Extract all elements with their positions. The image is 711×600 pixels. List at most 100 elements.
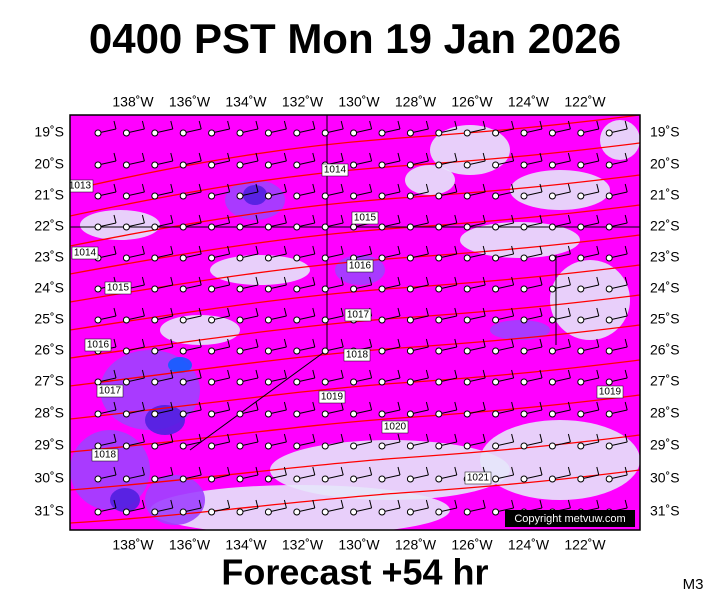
wind-barb bbox=[198, 499, 202, 509]
wind-barb bbox=[454, 369, 458, 379]
lon-label: 124˚W bbox=[508, 537, 550, 553]
station bbox=[321, 508, 329, 516]
wind-barb bbox=[596, 183, 600, 193]
wind-barb bbox=[227, 307, 231, 317]
station bbox=[520, 223, 528, 231]
station bbox=[378, 192, 386, 200]
station bbox=[264, 285, 272, 293]
wind-barb bbox=[482, 499, 486, 509]
station bbox=[463, 129, 471, 137]
wind-barb bbox=[539, 307, 543, 317]
lat-label: 20˚S bbox=[650, 156, 680, 172]
isobar-label: 1016 bbox=[87, 340, 110, 351]
wind-barb bbox=[397, 369, 401, 379]
wind-barb bbox=[170, 369, 174, 379]
lon-label: 128˚W bbox=[395, 94, 437, 110]
wind-barb bbox=[227, 183, 231, 193]
wind-barb bbox=[567, 338, 571, 348]
station bbox=[406, 285, 414, 293]
isobar-label-box bbox=[346, 259, 374, 273]
isobar bbox=[70, 294, 640, 359]
wind-barb bbox=[312, 433, 316, 443]
wind-barb bbox=[369, 433, 373, 443]
wind-barb bbox=[482, 214, 486, 224]
station bbox=[435, 161, 443, 169]
wind-barb bbox=[312, 338, 316, 348]
wind-barb bbox=[340, 276, 344, 286]
wind-barb bbox=[141, 245, 145, 255]
shading bbox=[168, 357, 192, 373]
isobar-label-box bbox=[344, 308, 372, 322]
lon-label: 126˚W bbox=[451, 94, 493, 110]
shading bbox=[460, 222, 580, 258]
wind-barb bbox=[425, 152, 429, 162]
station bbox=[122, 161, 130, 169]
station bbox=[208, 285, 216, 293]
station bbox=[378, 285, 386, 293]
shading bbox=[110, 488, 140, 512]
wind-barb bbox=[198, 369, 202, 379]
lon-label: 124˚W bbox=[508, 94, 550, 110]
model-label: M3 bbox=[683, 576, 704, 593]
station bbox=[293, 347, 301, 355]
station bbox=[179, 442, 187, 450]
isobar-label-box bbox=[381, 420, 409, 434]
wind-barb bbox=[113, 214, 117, 224]
wind-barb bbox=[425, 214, 429, 224]
wind-barb bbox=[511, 499, 515, 509]
wind-barb bbox=[340, 338, 344, 348]
station bbox=[208, 347, 216, 355]
station bbox=[122, 223, 130, 231]
station bbox=[463, 285, 471, 293]
station bbox=[94, 285, 102, 293]
wind-barb bbox=[454, 276, 458, 286]
wind-barb bbox=[255, 369, 259, 379]
shading bbox=[480, 420, 640, 500]
wind-barb bbox=[369, 338, 373, 348]
lat-label: 19˚S bbox=[34, 124, 64, 140]
station bbox=[264, 410, 272, 418]
station bbox=[293, 316, 301, 324]
station bbox=[321, 129, 329, 137]
lon-label: 128˚W bbox=[395, 537, 437, 553]
wind-barb bbox=[397, 401, 401, 411]
isobar-label: 1017 bbox=[99, 386, 122, 397]
station bbox=[463, 378, 471, 386]
wind-barb bbox=[567, 466, 571, 476]
station bbox=[179, 378, 187, 386]
station bbox=[406, 161, 414, 169]
station bbox=[321, 378, 329, 386]
wind-barb bbox=[340, 245, 344, 255]
station bbox=[179, 161, 187, 169]
wind-barb bbox=[113, 401, 117, 411]
station bbox=[378, 508, 386, 516]
title: 0400 PST Mon 19 Jan 2026 bbox=[89, 15, 621, 62]
station bbox=[548, 129, 556, 137]
lat-label: 26˚S bbox=[650, 342, 680, 358]
wind-barb bbox=[624, 183, 628, 193]
wind-barb bbox=[113, 152, 117, 162]
wind-barb bbox=[198, 338, 202, 348]
isobar-label-box bbox=[91, 448, 119, 462]
station bbox=[492, 254, 500, 262]
wind-barb bbox=[596, 276, 600, 286]
lon-label: 122˚W bbox=[564, 537, 606, 553]
station bbox=[151, 508, 159, 516]
lat-label: 29˚S bbox=[650, 437, 680, 453]
wind-barb bbox=[170, 183, 174, 193]
isobar-label-box bbox=[70, 179, 94, 193]
station bbox=[122, 475, 130, 483]
station bbox=[264, 129, 272, 137]
wind-barb bbox=[340, 369, 344, 379]
copyright: Copyright metvuw.com bbox=[514, 513, 625, 525]
wind-barb bbox=[454, 183, 458, 193]
station bbox=[350, 378, 358, 386]
wind-barb bbox=[369, 466, 373, 476]
lon-label: 130˚W bbox=[338, 94, 380, 110]
station bbox=[463, 223, 471, 231]
wind-barb bbox=[141, 401, 145, 411]
station bbox=[94, 129, 102, 137]
station bbox=[350, 410, 358, 418]
wind-barb bbox=[283, 214, 287, 224]
station bbox=[122, 442, 130, 450]
